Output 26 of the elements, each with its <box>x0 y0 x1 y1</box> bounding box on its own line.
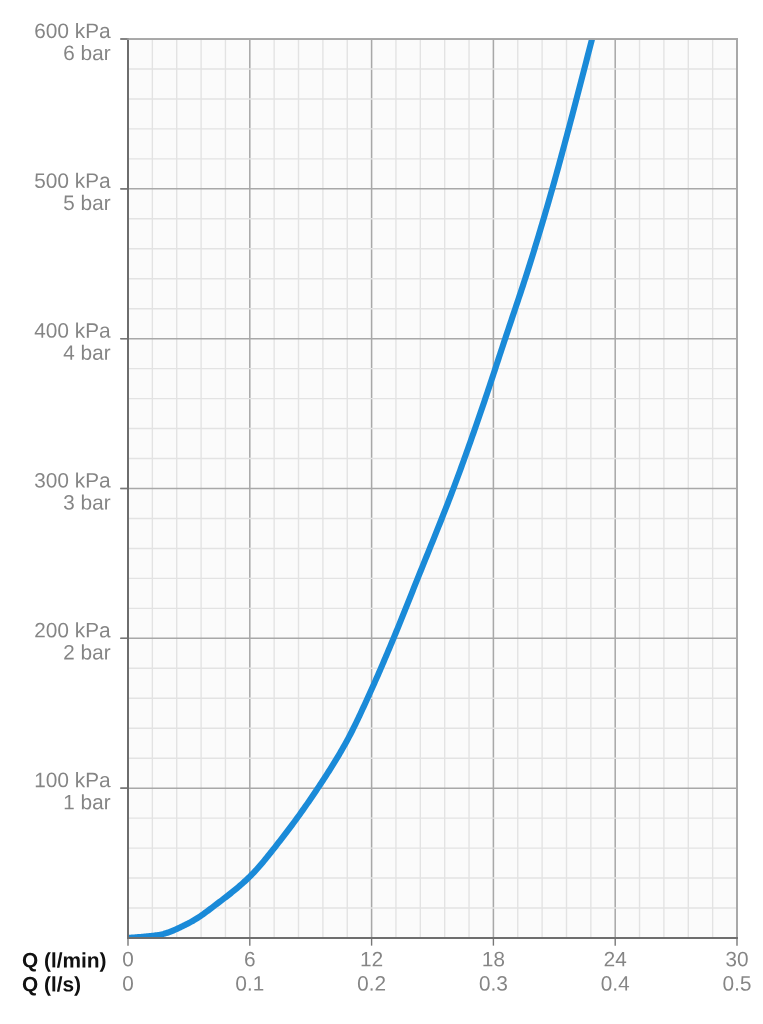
x2-tick-label: 0.3 <box>479 976 507 991</box>
y-tick-label: 100 kPa <box>35 772 111 788</box>
x-tick-label: 18 <box>483 951 505 967</box>
y-tick-label: 300 kPa <box>34 472 111 488</box>
y2-tick-label: 3 bar <box>63 494 111 510</box>
y-tick-label: 200 kPa <box>35 622 111 638</box>
y2-tick-label: 6 bar <box>64 45 111 61</box>
x-axis-title: Q (l/min) <box>22 952 106 972</box>
y2-tick-label: 2 bar <box>64 644 111 660</box>
x2-tick-label: 0.5 <box>723 976 751 991</box>
x-tick-label: 12 <box>361 951 383 967</box>
x2-tick-label: 0.4 <box>601 976 630 991</box>
x2-tick-label: 0.2 <box>357 976 386 991</box>
y2-tick-label: 4 bar <box>63 344 111 360</box>
y-tick-label: 600 kPa <box>35 22 111 39</box>
x-tick-label: 30 <box>726 951 748 967</box>
x-tick-label: 24 <box>604 951 627 967</box>
x2-tick-label: 0 <box>123 976 133 991</box>
y-tick-label: 500 kPa <box>35 172 111 189</box>
y-tick-label: 400 kPa <box>34 322 111 338</box>
y2-tick-label: 5 bar <box>63 194 111 211</box>
x-tick-label: 6 <box>245 951 255 967</box>
x2-axis-title: Q (l/s) <box>22 976 80 996</box>
y2-tick-label: 1 bar <box>64 794 111 810</box>
x-tick-label: 0 <box>123 951 133 967</box>
x2-tick-label: 0.1 <box>236 976 264 991</box>
